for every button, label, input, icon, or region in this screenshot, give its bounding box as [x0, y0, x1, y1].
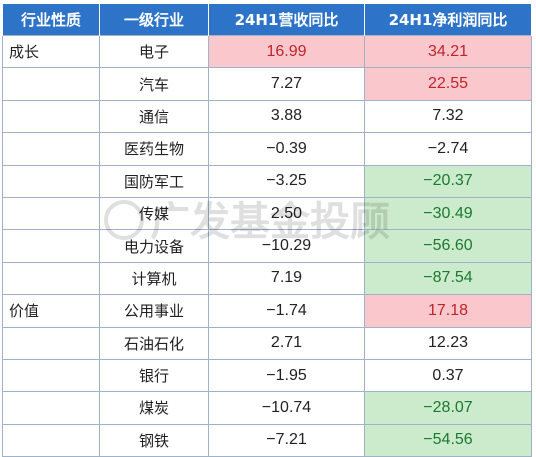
industry-type-cell: [2, 196, 100, 231]
industry-name-cell: 钢铁: [99, 423, 209, 457]
profit-yoy-cell: −87.54: [364, 261, 532, 296]
industry-growth-table: 行业性质 一级行业 24H1营收同比 24H1净利润同比 成长 电子 16.99 34…: [2, 4, 532, 457]
industry-type-cell: [2, 261, 100, 296]
header-revenue-yoy: 24H1营收同比: [208, 4, 365, 36]
industry-name-cell: 医药生物: [99, 132, 209, 166]
profit-yoy-cell: 7.32: [364, 99, 532, 134]
profit-yoy-cell: 34.21: [364, 34, 532, 69]
industry-name-cell: 汽车: [99, 67, 209, 101]
revenue-yoy-cell: 2.71: [208, 326, 365, 360]
profit-yoy-cell: 0.37: [364, 358, 532, 393]
revenue-yoy-cell: −0.39: [208, 132, 365, 166]
table-row: 煤炭 −10.74 −28.07: [2, 391, 532, 425]
profit-yoy-cell: 22.55: [364, 67, 532, 101]
table-row: 电力设备 −10.29 −56.60: [2, 229, 532, 263]
industry-name-cell: 传媒: [99, 196, 209, 231]
table-body: 成长 电子 16.99 34.21 汽车 7.27 22.55 通信 3.88 7.32 医药生物 −…: [2, 34, 532, 457]
industry-name-cell: 电力设备: [99, 229, 209, 263]
industry-type-cell: [2, 99, 100, 134]
header-industry-type: 行业性质: [2, 4, 100, 36]
industry-type-cell: [2, 391, 100, 425]
profit-yoy-cell: −28.07: [364, 391, 532, 425]
revenue-yoy-cell: −1.95: [208, 358, 365, 393]
industry-name-cell: 电子: [99, 34, 209, 69]
industry-name-cell: 煤炭: [99, 391, 209, 425]
revenue-yoy-cell: 7.19: [208, 261, 365, 296]
header-industry-name: 一级行业: [99, 4, 209, 36]
industry-type-cell: [2, 132, 100, 166]
profit-yoy-cell: 12.23: [364, 326, 532, 360]
table-header-row: 行业性质 一级行业 24H1营收同比 24H1净利润同比: [2, 4, 532, 36]
industry-type-cell: [2, 67, 100, 101]
revenue-yoy-cell: −3.25: [208, 164, 365, 198]
table-row: 通信 3.88 7.32: [2, 99, 532, 134]
table-row: 价值 公用事业 −1.74 17.18: [2, 294, 532, 328]
table-row: 传媒 2.50 −30.49: [2, 196, 532, 231]
profit-yoy-cell: 17.18: [364, 294, 532, 328]
profit-yoy-cell: −56.60: [364, 229, 532, 263]
industry-name-cell: 通信: [99, 99, 209, 134]
profit-yoy-cell: −54.56: [364, 423, 532, 457]
industry-type-cell: [2, 358, 100, 393]
revenue-yoy-cell: −7.21: [208, 423, 365, 457]
table-row: 汽车 7.27 22.55: [2, 67, 532, 101]
industry-name-cell: 国防军工: [99, 164, 209, 198]
table-header: 行业性质 一级行业 24H1营收同比 24H1净利润同比: [2, 4, 532, 36]
table-row: 医药生物 −0.39 −2.74: [2, 132, 532, 166]
header-profit-yoy: 24H1净利润同比: [364, 4, 532, 36]
table-row: 计算机 7.19 −87.54: [2, 261, 532, 296]
revenue-yoy-cell: −10.74: [208, 391, 365, 425]
profit-yoy-cell: −2.74: [364, 132, 532, 166]
profit-yoy-cell: −30.49: [364, 196, 532, 231]
industry-type-cell: [2, 164, 100, 198]
table-row: 成长 电子 16.99 34.21: [2, 34, 532, 69]
profit-yoy-cell: −20.37: [364, 164, 532, 198]
revenue-yoy-cell: 3.88: [208, 99, 365, 134]
industry-name-cell: 计算机: [99, 261, 209, 296]
industry-growth-table-container: 行业性质 一级行业 24H1营收同比 24H1净利润同比 成长 电子 16.99 34…: [2, 4, 532, 457]
table-row: 银行 −1.95 0.37: [2, 358, 532, 393]
table-row: 石油石化 2.71 12.23: [2, 326, 532, 360]
industry-name-cell: 石油石化: [99, 326, 209, 360]
revenue-yoy-cell: 7.27: [208, 67, 365, 101]
industry-type-cell: 价值: [2, 294, 100, 328]
table-row: 钢铁 −7.21 −54.56: [2, 423, 532, 457]
industry-type-cell: 成长: [2, 34, 100, 69]
industry-type-cell: [2, 229, 100, 263]
table-row: 国防军工 −3.25 −20.37: [2, 164, 532, 198]
revenue-yoy-cell: −10.29: [208, 229, 365, 263]
industry-name-cell: 公用事业: [99, 294, 209, 328]
industry-type-cell: [2, 423, 100, 457]
revenue-yoy-cell: −1.74: [208, 294, 365, 328]
industry-name-cell: 银行: [99, 358, 209, 393]
industry-type-cell: [2, 326, 100, 360]
revenue-yoy-cell: 2.50: [208, 196, 365, 231]
revenue-yoy-cell: 16.99: [208, 34, 365, 69]
